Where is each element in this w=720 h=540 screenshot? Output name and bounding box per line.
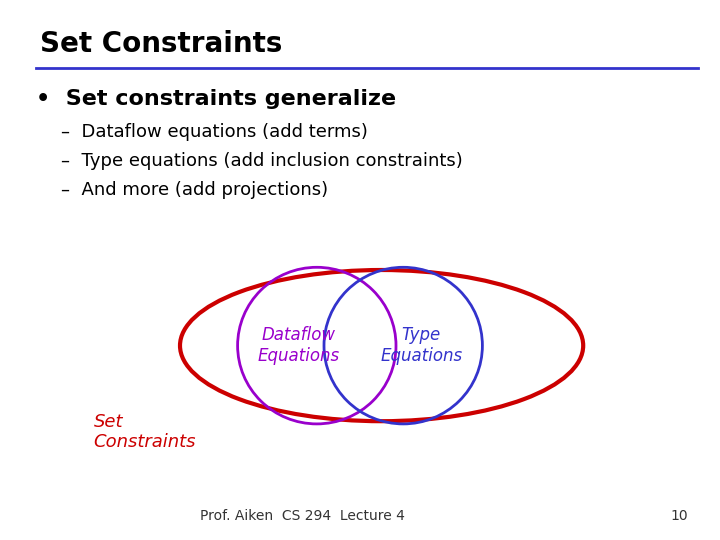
Text: –  And more (add projections): – And more (add projections): [61, 181, 328, 199]
Text: –  Dataflow equations (add terms): – Dataflow equations (add terms): [61, 123, 368, 141]
Text: Set Constraints: Set Constraints: [40, 30, 282, 58]
Text: 10: 10: [670, 509, 688, 523]
Text: •  Set constraints generalize: • Set constraints generalize: [36, 89, 396, 109]
Text: –  Type equations (add inclusion constraints): – Type equations (add inclusion constrai…: [61, 152, 463, 170]
Text: Set
Constraints: Set Constraints: [94, 413, 196, 451]
Text: Prof. Aiken  CS 294  Lecture 4: Prof. Aiken CS 294 Lecture 4: [200, 509, 405, 523]
Text: Type
Equations: Type Equations: [380, 326, 462, 365]
Text: Dataflow
Equations: Dataflow Equations: [258, 326, 340, 365]
